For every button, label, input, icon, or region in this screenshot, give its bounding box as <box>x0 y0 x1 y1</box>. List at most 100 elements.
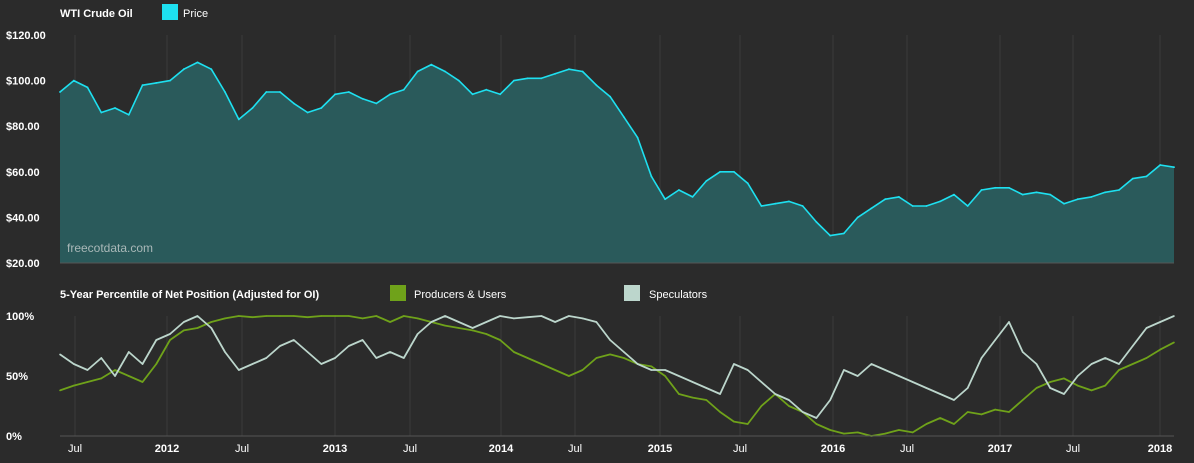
producers-point <box>994 408 996 411</box>
producers-legend-swatch[interactable] <box>390 285 406 301</box>
producers-point <box>829 429 831 431</box>
price-point <box>402 88 405 91</box>
price-point <box>237 118 240 121</box>
percentile-chart-title: 5-Year Percentile of Net Position (Adjus… <box>60 289 319 301</box>
x-tick-label: 2013 <box>323 443 347 455</box>
price-point <box>939 200 942 203</box>
producers-point <box>513 351 515 353</box>
producers-point <box>238 315 240 317</box>
producers-point <box>884 432 886 435</box>
speculators-point <box>100 357 103 359</box>
speculators-point <box>169 333 171 335</box>
producers-point <box>705 399 708 401</box>
speculators-point <box>1090 363 1093 365</box>
producers-point <box>953 423 955 425</box>
speculators-point <box>128 351 130 353</box>
price-point <box>925 205 928 207</box>
price-point <box>1021 193 1024 196</box>
producers-point <box>1063 377 1065 380</box>
price-point <box>72 79 75 82</box>
x-tick-label: 2012 <box>155 443 179 455</box>
speculators-point <box>1049 387 1051 389</box>
producers-point <box>155 363 158 365</box>
speculators-point <box>155 339 158 341</box>
producers-point <box>279 315 281 317</box>
speculators-point <box>1173 315 1175 317</box>
speculators-point <box>141 363 144 365</box>
price-point <box>609 95 611 98</box>
x-tick-label: 2018 <box>1148 443 1172 455</box>
producers-point <box>141 381 144 383</box>
speculators-legend-label[interactable]: Speculators <box>649 289 708 301</box>
speculators-legend-swatch[interactable] <box>624 285 640 301</box>
speculators-point <box>430 321 433 323</box>
price-point <box>1118 189 1120 191</box>
percentile-gridlines <box>74 316 1161 436</box>
price-point <box>1131 177 1134 180</box>
x-tick-label: Jul <box>403 443 417 455</box>
speculators-point <box>1118 363 1120 365</box>
percentile-y-tick-label: 50% <box>6 371 28 383</box>
producers-point <box>1049 381 1051 383</box>
speculators-point <box>224 351 226 353</box>
speculators-point <box>306 351 309 353</box>
price-point <box>389 93 391 96</box>
speculators-point <box>733 363 735 365</box>
price-point <box>829 234 832 237</box>
price-point <box>705 180 708 182</box>
price-point <box>127 113 130 116</box>
price-line <box>59 61 1175 237</box>
price-y-tick-label: $120.00 <box>6 30 46 42</box>
price-point <box>801 205 804 207</box>
speculators-point <box>416 333 419 335</box>
price-area-group <box>59 61 1175 264</box>
speculators-point <box>334 357 336 359</box>
producers-point <box>128 375 130 377</box>
speculators-point <box>1008 321 1010 323</box>
x-tick-label: Jul <box>1066 443 1080 455</box>
price-point <box>499 93 501 96</box>
speculators-point <box>884 369 886 371</box>
producers-point <box>86 381 89 383</box>
price-legend-label[interactable]: Price <box>183 8 208 20</box>
producers-point <box>389 321 391 323</box>
speculators-point <box>650 369 653 371</box>
speculators-point <box>678 375 680 377</box>
producers-point <box>499 339 501 341</box>
price-point <box>856 216 859 219</box>
percentile-y-ticks: 0% 50% 100% <box>6 311 34 443</box>
producers-point <box>939 417 941 419</box>
producers-point <box>196 327 199 329</box>
speculators-point <box>801 411 804 413</box>
speculators-point <box>183 321 185 323</box>
price-point <box>347 91 350 93</box>
price-point <box>581 70 584 73</box>
speculators-point <box>526 316 529 319</box>
producers-point <box>1131 363 1134 365</box>
price-point <box>554 72 556 75</box>
speculators-point <box>1021 351 1024 353</box>
speculators-point <box>389 351 391 353</box>
producers-point <box>554 369 556 371</box>
producers-line <box>59 315 1175 437</box>
speculators-point <box>1035 363 1038 365</box>
price-point <box>1145 175 1148 178</box>
producers-point <box>980 413 983 416</box>
speculators-point <box>361 339 364 341</box>
producers-point <box>73 384 75 387</box>
producers-point <box>898 429 900 431</box>
producers-point <box>856 431 859 434</box>
producers-point <box>540 363 543 365</box>
price-point <box>279 91 281 93</box>
producers-point <box>1104 384 1106 387</box>
speculators-point <box>966 387 969 389</box>
price-point <box>155 82 158 84</box>
price-legend-swatch[interactable] <box>162 4 178 20</box>
producers-legend-label[interactable]: Producers & Users <box>414 289 507 301</box>
speculators-point <box>1159 321 1161 323</box>
price-point <box>265 91 268 93</box>
producers-point <box>623 357 625 359</box>
price-point <box>719 170 721 173</box>
producers-point <box>925 423 928 425</box>
price-point <box>1035 191 1038 194</box>
